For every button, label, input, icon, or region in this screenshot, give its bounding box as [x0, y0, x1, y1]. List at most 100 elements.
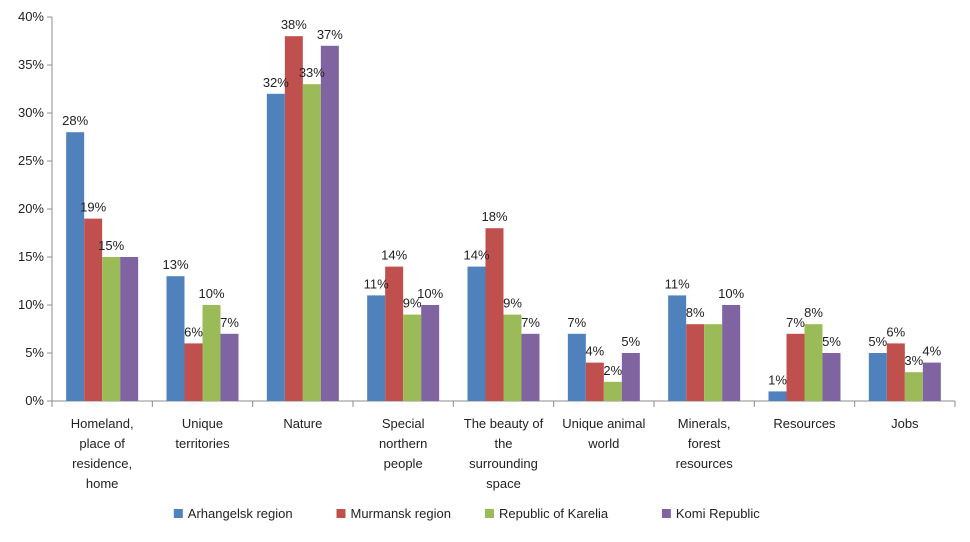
bar-republic-of-karelia	[503, 314, 522, 401]
bar-republic-of-karelia	[804, 324, 823, 401]
data-label: 38%	[281, 17, 307, 32]
legend-label: Republic of Karelia	[499, 506, 609, 521]
bar-murmansk-region	[84, 218, 103, 401]
data-label: 14%	[463, 248, 489, 263]
data-label: 8%	[686, 305, 705, 320]
y-tick-label: 0%	[25, 393, 44, 408]
y-tick-label: 5%	[25, 345, 44, 360]
bar-komi-republic	[220, 333, 239, 401]
legend-swatch	[485, 509, 494, 518]
legend-item: Murmansk region	[336, 506, 451, 521]
bar-arhangelsk-region	[467, 266, 486, 401]
category-label: Minerals, forest resources	[676, 416, 734, 471]
bar-murmansk-region	[385, 266, 404, 401]
y-tick-label: 10%	[18, 297, 44, 312]
data-label: 10%	[718, 286, 744, 301]
data-label: 4%	[585, 344, 604, 359]
bar-komi-republic	[421, 305, 440, 401]
bar-republic-of-karelia	[603, 381, 622, 401]
bar-murmansk-region	[886, 343, 905, 401]
bar-komi-republic	[521, 333, 540, 401]
x-axis: Homeland, place of residence, home Unique ter…	[51, 400, 956, 491]
y-tick-label: 35%	[18, 57, 44, 72]
data-label: 6%	[886, 324, 905, 339]
legend-item: Arhangelsk region	[173, 506, 293, 521]
data-label: 10%	[198, 286, 224, 301]
data-label: 7%	[521, 315, 540, 330]
legend-item: Republic of Karelia	[485, 506, 609, 521]
category-label: Homeland, place of residence, home	[71, 416, 134, 491]
data-label: 2%	[603, 363, 622, 378]
legend-item: Komi Republic	[661, 506, 760, 521]
bar-komi-republic	[922, 362, 941, 401]
data-label: 18%	[481, 209, 507, 224]
bar-arhangelsk-region	[668, 295, 687, 401]
data-label: 28%	[62, 113, 88, 128]
bar-arhangelsk-region	[266, 93, 285, 402]
legend-label: Komi Republic	[676, 506, 760, 521]
y-tick-label: 40%	[18, 9, 44, 24]
bar-murmansk-region	[485, 228, 504, 401]
bar-republic-of-karelia	[904, 372, 923, 401]
data-label: 9%	[403, 296, 422, 311]
data-label: 4%	[922, 344, 941, 359]
legend: Arhangelsk region Murmansk region Republic…	[173, 506, 760, 521]
data-label: 9%	[503, 296, 522, 311]
bar-arhangelsk-region	[768, 391, 787, 401]
data-label: 7%	[786, 315, 805, 330]
legend-swatch	[661, 509, 671, 518]
data-label: 10%	[417, 286, 443, 301]
legend-label: Murmansk region	[351, 506, 451, 521]
bar-arhangelsk-region	[567, 333, 586, 401]
data-label: 33%	[299, 65, 325, 80]
category-label: Resources	[773, 416, 836, 431]
data-label: 14%	[381, 248, 407, 263]
data-label: 13%	[162, 257, 188, 272]
legend-swatch	[336, 509, 346, 518]
bar-murmansk-region	[686, 324, 705, 401]
bar-murmansk-region	[184, 343, 203, 401]
bar-murmansk-region	[585, 362, 604, 401]
bar-arhangelsk-region	[66, 132, 85, 401]
bar-komi-republic	[822, 353, 841, 401]
bar-republic-of-karelia	[202, 305, 221, 401]
y-tick-label: 15%	[18, 249, 44, 264]
bar-komi-republic	[722, 305, 741, 401]
category-label: The beauty of the surrounding space	[464, 416, 544, 491]
data-label: 8%	[804, 305, 823, 320]
bar-republic-of-karelia	[102, 257, 121, 401]
category-label: Jobs	[891, 416, 919, 431]
data-labels: 28% 13% 32% 11% 14% 7% 11% 1% 5% 19% 6% 38% 14% 18% 4%…	[62, 17, 942, 387]
data-label: 37%	[317, 27, 343, 42]
legend-swatch	[173, 509, 183, 518]
bar-murmansk-region	[284, 36, 303, 401]
bar-komi-republic	[621, 353, 640, 401]
bar-arhangelsk-region	[868, 353, 887, 401]
legend-label: Arhangelsk region	[188, 506, 293, 521]
bar-komi-republic	[120, 257, 139, 401]
y-tick-label: 30%	[18, 105, 44, 120]
data-label: 5%	[822, 334, 841, 349]
data-label: 7%	[567, 315, 586, 330]
y-axis: 0% 5% 10% 15% 20% 25% 30% 35% 40%	[18, 9, 53, 408]
data-label: 19%	[80, 200, 106, 215]
bar-republic-of-karelia	[302, 84, 321, 401]
data-label: 5%	[621, 334, 640, 349]
bar-arhangelsk-region	[367, 295, 386, 401]
y-tick-label: 25%	[18, 153, 44, 168]
category-label: Nature	[283, 416, 322, 431]
data-label: 1%	[768, 372, 787, 387]
bar-murmansk-region	[786, 333, 805, 401]
data-label: 5%	[868, 334, 887, 349]
data-label: 11%	[364, 276, 389, 291]
data-label: 32%	[263, 75, 289, 90]
category-label: Unique animal world	[562, 416, 645, 451]
data-label: 15%	[98, 238, 124, 253]
category-label: Unique territories	[175, 416, 230, 451]
data-label: 11%	[665, 276, 690, 291]
data-label: 3%	[904, 353, 923, 368]
y-tick-label: 20%	[18, 201, 44, 216]
bar-arhangelsk-region	[166, 276, 185, 401]
data-label: 6%	[184, 324, 203, 339]
